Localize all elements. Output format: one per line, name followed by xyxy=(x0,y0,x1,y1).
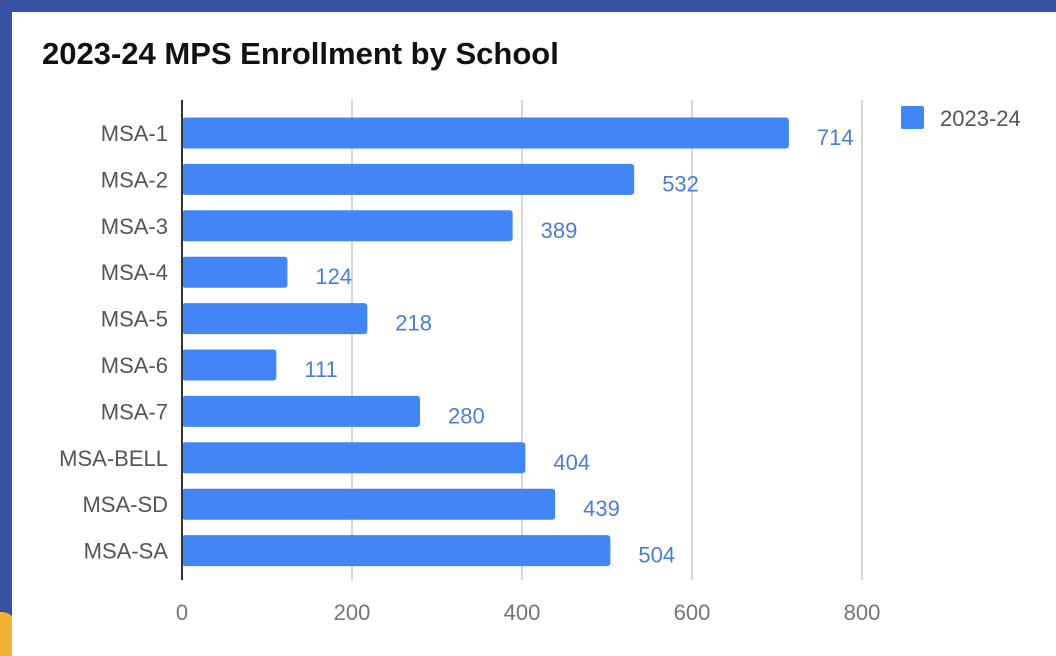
category-label: MSA-BELL xyxy=(59,446,168,471)
legend-label: 2023-24 xyxy=(940,106,1021,131)
data-label: 504 xyxy=(638,543,675,568)
legend-swatch xyxy=(901,106,924,129)
bar-msa-sd xyxy=(182,488,556,520)
x-tick-label: 800 xyxy=(844,600,881,625)
axes: 0 200 400 600 800 MSA-1 MSA-2 MSA-3 MSA-4 MSA-5 MS… xyxy=(59,100,880,625)
bars: 714 532 389 124 218 111 280 404 439 504 xyxy=(182,117,854,568)
bar-msa-6 xyxy=(182,349,277,381)
data-label: 532 xyxy=(662,171,699,196)
data-label: 111 xyxy=(304,357,337,382)
bar-msa-3 xyxy=(182,210,513,242)
data-label: 404 xyxy=(553,450,590,475)
category-label: MSA-6 xyxy=(101,353,168,378)
bar-msa-5 xyxy=(182,303,368,335)
chart-title: 2023-24 MPS Enrollment by School xyxy=(42,36,559,71)
data-label: 280 xyxy=(448,403,485,428)
x-tick-label: 600 xyxy=(674,600,711,625)
bar-msa-7 xyxy=(182,395,420,427)
data-label: 714 xyxy=(817,125,854,150)
data-label: 389 xyxy=(541,218,578,243)
bar-msa-sa xyxy=(182,535,611,567)
bar-msa-2 xyxy=(182,163,635,195)
bar-msa-4 xyxy=(182,256,288,288)
data-label: 124 xyxy=(315,264,352,289)
category-label: MSA-5 xyxy=(101,307,168,332)
category-label: MSA-SA xyxy=(84,539,169,564)
x-tick-label: 200 xyxy=(334,600,371,625)
data-label: 439 xyxy=(583,496,620,521)
legend: 2023-24 xyxy=(901,106,1021,131)
category-label: MSA-1 xyxy=(101,121,168,146)
category-label: MSA-7 xyxy=(101,399,168,424)
x-tick-label: 0 xyxy=(176,600,188,625)
bar-msa-1 xyxy=(182,117,789,149)
category-label: MSA-SD xyxy=(82,492,168,517)
bar-msa-bell xyxy=(182,442,526,474)
category-label: MSA-2 xyxy=(101,167,168,192)
data-label: 218 xyxy=(395,311,432,336)
x-tick-label: 400 xyxy=(504,600,541,625)
category-label: MSA-4 xyxy=(101,260,168,285)
category-label: MSA-3 xyxy=(101,214,168,239)
